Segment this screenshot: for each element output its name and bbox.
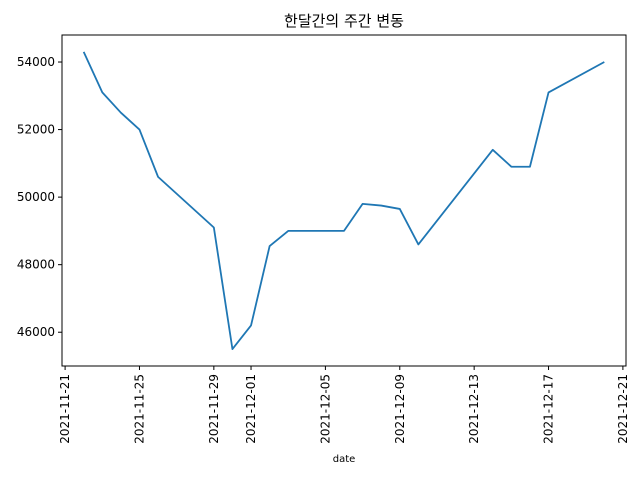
y-tick-label: 48000 bbox=[17, 258, 55, 272]
y-tick-label: 52000 bbox=[17, 123, 55, 137]
series-line bbox=[82, 51, 605, 351]
chart-title: 한달간의 주간 변동 bbox=[284, 12, 404, 30]
x-axis: 2021-11-21 2021-11-25 2021-11-29 2021-12-01… bbox=[58, 366, 630, 444]
x-tick-label: 2021-11-21 bbox=[58, 374, 72, 444]
x-tick-label: 2021-12-21 bbox=[616, 374, 630, 444]
x-tick-label: 2021-12-05 bbox=[318, 374, 332, 444]
y-tick-label: 46000 bbox=[17, 325, 55, 339]
y-tick-label: 54000 bbox=[17, 55, 55, 69]
y-axis: 46000 48000 50000 52000 54000 bbox=[17, 55, 62, 339]
x-tick-label: 2021-12-01 bbox=[244, 374, 258, 444]
x-tick-label: 2021-12-17 bbox=[542, 374, 556, 444]
x-tick-label: 2021-11-29 bbox=[207, 374, 221, 444]
x-axis-label: date bbox=[333, 454, 356, 465]
plot-frame bbox=[61, 34, 627, 367]
x-tick-label: 2021-11-25 bbox=[132, 374, 146, 444]
x-tick-label: 2021-12-09 bbox=[393, 374, 407, 444]
y-tick-label: 50000 bbox=[17, 190, 55, 204]
x-tick-label: 2021-12-13 bbox=[467, 374, 481, 444]
plot-area bbox=[82, 51, 605, 351]
